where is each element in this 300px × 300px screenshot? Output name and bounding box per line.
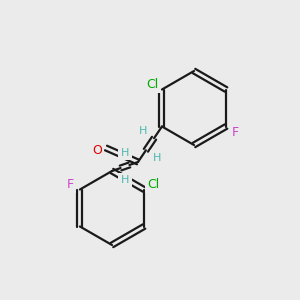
Text: Cl: Cl (147, 178, 160, 190)
Text: O: O (92, 143, 102, 157)
Text: F: F (232, 125, 239, 139)
Text: H: H (152, 153, 161, 163)
Text: H: H (121, 175, 129, 185)
Text: Cl: Cl (146, 77, 159, 91)
Text: H: H (121, 148, 129, 158)
Text: F: F (67, 178, 74, 190)
Text: H: H (139, 126, 148, 136)
